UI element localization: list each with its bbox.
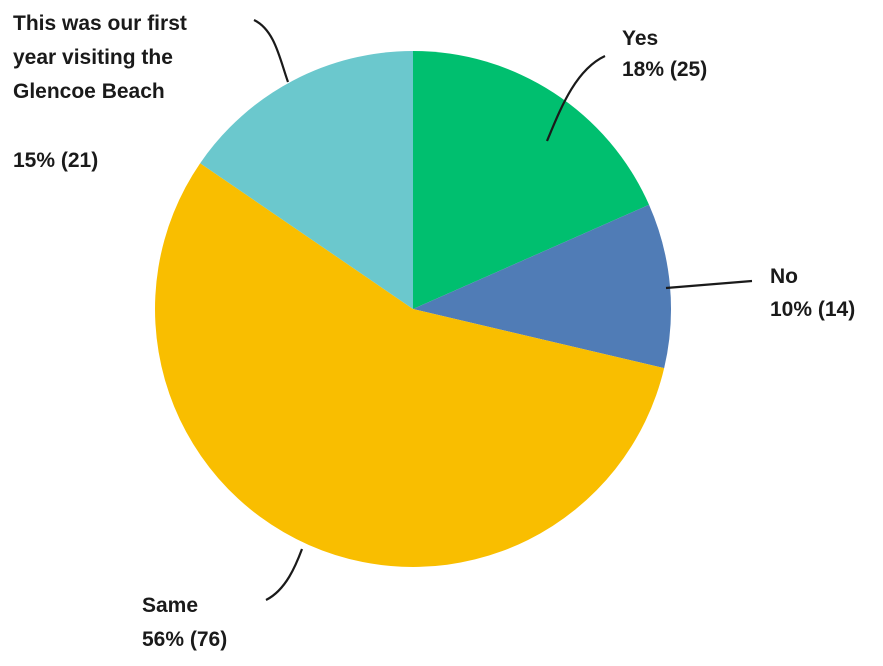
slice-value-first-year: 15% (21)	[13, 149, 98, 172]
slice-label-same: Same	[142, 594, 198, 617]
slice-label-no: No	[770, 265, 798, 288]
leader-line-first-year	[253, 19, 290, 83]
leader-lines	[253, 19, 753, 601]
slice-label-yes: Yes	[622, 27, 658, 50]
leader-line-same	[265, 548, 304, 601]
slice-label-first-year-line-2: year visiting the	[13, 46, 173, 69]
pie-slices	[155, 51, 672, 567]
slice-label-first-year-line-1: This was our first	[13, 12, 187, 35]
leader-line-yes	[545, 55, 606, 142]
pie-slice-no	[413, 204, 672, 369]
slice-value-yes: 18% (25)	[622, 58, 707, 81]
slice-value-no: 10% (14)	[770, 298, 855, 321]
slice-value-same: 56% (76)	[142, 628, 227, 651]
pie-slice-yes	[413, 51, 650, 309]
pie-slice-this	[200, 51, 413, 309]
leader-line-no	[665, 279, 753, 290]
pie-slice-same	[155, 163, 665, 567]
slice-label-first-year-line-3: Glencoe Beach	[13, 80, 165, 103]
